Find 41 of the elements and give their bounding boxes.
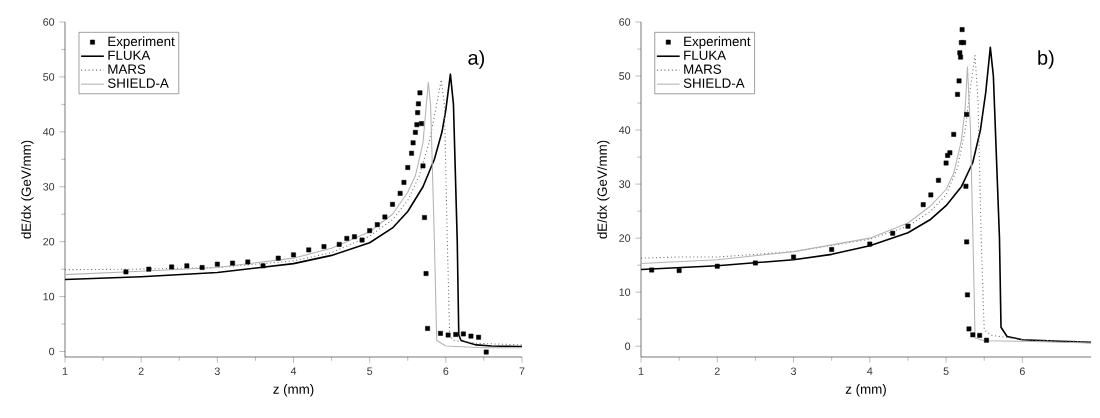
y-tick-label: 30 [619,180,631,188]
y-tick-label: 40 [42,128,55,136]
legend-label: MARS [684,64,722,74]
x-tick-label: 1 [62,367,68,375]
x-tick-label: 4 [290,367,297,375]
annotation: a) [468,50,485,69]
x-tick-label: 7 [519,367,525,375]
x-tick-label: 3 [214,367,220,375]
x-tick-label: 6 [443,367,449,375]
x-tick-label: 5 [367,367,373,375]
y-tick-label: 50 [43,73,55,81]
legend-label: Experiment [108,36,175,49]
y-axis-title: dE/dx (GeV/mm) [21,140,34,239]
legend-label: SHIELD-A [683,78,745,88]
y-tick-label: 30 [43,182,55,191]
x-tick-label: 6 [1019,367,1025,375]
y-axis-title: dE/dx (GeV/mm) [597,140,610,239]
legend-label: MARS [108,64,146,74]
x-tick-label: 2 [138,367,144,375]
legend-label: Experiment [684,36,751,49]
x-tick-label: 3 [790,367,797,375]
x-tick-label: 5 [943,367,949,375]
y-tick-label: 50 [619,72,631,80]
y-tick-label: 20 [619,234,631,242]
x-axis-title: z (mm) [845,384,886,397]
y-tick-label: 0 [625,342,631,350]
y-tick-label: 60 [43,18,55,26]
y-tick-label: 60 [619,18,631,26]
legend-label: FLUKA [108,50,151,60]
y-tick-label: 10 [43,292,55,301]
x-tick-label: 1 [638,367,644,375]
x-tick-label: 2 [714,367,720,375]
annotation: b) [1038,50,1054,69]
y-tick-label: 0 [49,347,55,356]
y-tick-label: 40 [618,126,631,134]
legend-label: FLUKA [684,50,727,60]
x-axis-title: z (mm) [273,384,314,397]
y-tick-label: 10 [619,288,631,296]
y-tick-label: 20 [43,237,55,246]
legend-label: SHIELD-A [107,78,169,88]
x-tick-label: 4 [867,367,873,375]
